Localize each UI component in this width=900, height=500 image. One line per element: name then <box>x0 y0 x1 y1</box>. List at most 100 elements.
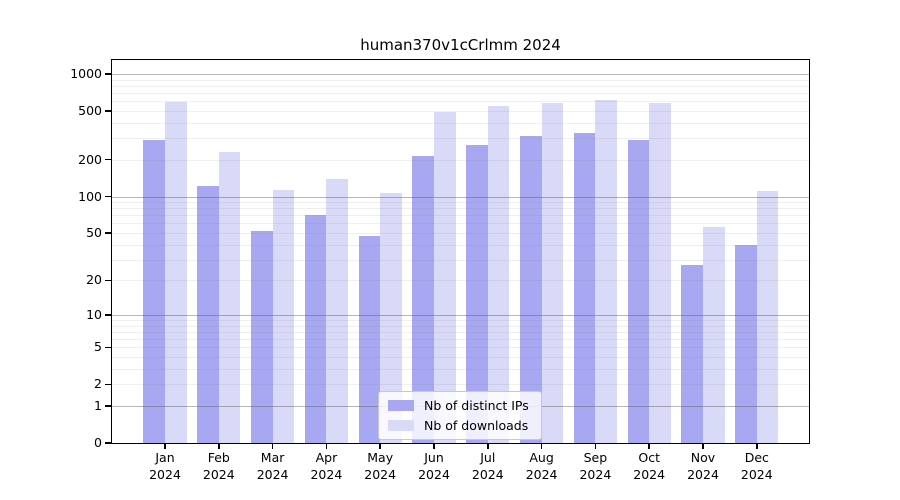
x-axis-tick-label: Jun 2024 <box>418 450 450 482</box>
minor-gridline <box>112 339 809 341</box>
minor-gridline <box>112 79 809 81</box>
bar <box>703 227 725 443</box>
legend-item-downloads: Nb of downloads <box>388 418 529 433</box>
x-axis-tick-label: Sep 2024 <box>579 450 612 482</box>
bar <box>197 186 219 443</box>
minor-gridline <box>112 110 809 112</box>
y-axis-tick-label: 500 <box>78 102 102 118</box>
chart-title: human370v1cCrlmm 2024 <box>360 36 561 54</box>
x-axis-tick <box>702 444 704 449</box>
x-axis-tick <box>540 444 543 449</box>
y-axis-tick-label: 1 <box>94 397 102 413</box>
minor-gridline <box>112 320 809 322</box>
x-axis-tick-label: Apr 2024 <box>310 450 343 482</box>
y-axis-tick-label: 10 <box>86 306 102 322</box>
x-axis-tick <box>648 444 650 449</box>
x-axis-tick <box>218 444 220 449</box>
minor-gridline <box>112 259 809 261</box>
y-axis-tick-label: 20 <box>86 272 102 288</box>
y-axis-tick <box>105 73 111 75</box>
minor-gridline <box>112 85 809 87</box>
x-axis-tick <box>594 444 597 449</box>
x-axis-tick-label: Feb 2024 <box>202 450 235 482</box>
minor-gridline <box>112 208 809 210</box>
legend-label-downloads: Nb of downloads <box>424 418 529 433</box>
major-gridline <box>112 314 809 316</box>
minor-gridline <box>112 325 809 327</box>
x-axis-tick-label: Mar 2024 <box>256 450 289 482</box>
bar <box>595 99 617 443</box>
minor-gridline <box>112 280 809 282</box>
y-axis-tick <box>105 195 111 198</box>
y-axis-tick <box>105 110 111 112</box>
bar <box>251 230 273 443</box>
minor-gridline <box>112 159 809 161</box>
x-axis-tick <box>379 444 381 449</box>
y-axis-tick <box>105 346 111 349</box>
bar <box>681 265 703 443</box>
y-axis-tick <box>105 232 111 234</box>
bar <box>487 106 510 443</box>
y-axis-tick-label: 5 <box>94 339 102 355</box>
legend-swatch-downloads <box>388 420 414 431</box>
bar <box>218 152 241 443</box>
x-axis-tick <box>271 444 274 449</box>
minor-gridline <box>112 223 809 225</box>
y-axis-tick <box>105 383 111 386</box>
minor-gridline <box>112 215 809 217</box>
bar <box>520 136 542 443</box>
major-gridline <box>112 74 809 75</box>
x-axis-tick-label: May 2024 <box>364 450 397 482</box>
minor-gridline <box>112 384 809 386</box>
x-axis-tick <box>487 444 489 449</box>
minor-gridline <box>112 138 809 140</box>
legend-label-distinct-ips: Nb of distinct IPs <box>424 398 529 413</box>
bar <box>573 132 596 443</box>
bar <box>358 236 381 443</box>
x-axis-tick <box>433 444 435 449</box>
y-axis-tick <box>105 158 111 161</box>
bar <box>756 191 779 443</box>
x-axis-tick-label: Oct 2024 <box>633 450 666 482</box>
bar <box>143 139 165 443</box>
bar <box>326 179 348 443</box>
major-gridline <box>112 196 809 198</box>
bar <box>165 102 187 443</box>
bar <box>649 102 671 443</box>
bar <box>735 244 757 443</box>
bar <box>627 140 650 443</box>
minor-gridline <box>112 347 809 349</box>
bar <box>304 214 327 443</box>
minor-gridline <box>112 357 809 359</box>
legend-swatch-distinct-ips <box>388 400 414 411</box>
y-axis-tick <box>105 314 111 316</box>
y-axis-tick-label: 200 <box>78 151 102 167</box>
bar <box>466 144 488 443</box>
bar <box>541 103 564 443</box>
y-axis-tick-label: 2 <box>94 376 102 392</box>
y-axis-tick-label: 100 <box>78 188 102 204</box>
x-axis-tick-label: Dec 2024 <box>740 450 773 482</box>
minor-gridline <box>112 232 809 234</box>
legend-item-distinct-ips: Nb of distinct IPs <box>388 398 529 413</box>
minor-gridline <box>112 101 809 103</box>
y-axis-tick-label: 1000 <box>70 66 102 81</box>
y-axis-tick-label: 50 <box>86 224 102 240</box>
bar <box>412 155 434 443</box>
minor-gridline <box>112 202 809 204</box>
y-axis-tick <box>105 442 111 444</box>
minor-gridline <box>112 331 809 333</box>
x-axis-tick-label: Aug 2024 <box>525 450 558 482</box>
legend: Nb of distinct IPs Nb of downloads <box>378 391 542 440</box>
minor-gridline <box>112 122 809 124</box>
x-axis-tick <box>325 444 328 449</box>
bar <box>272 190 295 443</box>
x-axis-tick-label: Nov 2024 <box>687 450 719 482</box>
minor-gridline <box>112 244 809 246</box>
x-axis-tick <box>756 444 758 449</box>
x-axis-tick <box>164 444 166 449</box>
y-axis-tick <box>105 279 111 282</box>
minor-gridline <box>112 93 809 95</box>
bar <box>380 193 402 443</box>
